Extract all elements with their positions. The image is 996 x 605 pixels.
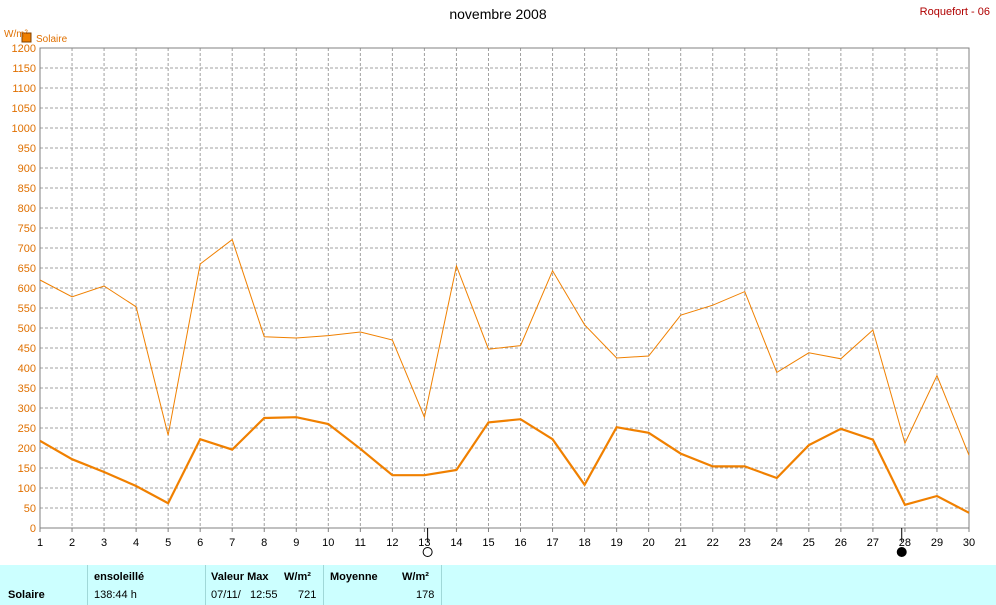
y-tick-label: 1050 xyxy=(12,103,36,115)
y-tick-label: 950 xyxy=(18,143,36,155)
footer-max-cell: Valeur Max W/m² 07/11/ 12:55 721 xyxy=(206,565,324,605)
y-tick-label: 850 xyxy=(18,183,36,195)
x-tick-label: 15 xyxy=(482,537,494,549)
chart-title: novembre 2008 xyxy=(449,6,547,22)
y-tick-label: 50 xyxy=(24,503,36,515)
max-value: 721 xyxy=(298,589,317,601)
x-tick-label: 26 xyxy=(835,537,847,549)
x-tick-label: 17 xyxy=(546,537,558,549)
sunshine-label: ensoleillé xyxy=(94,571,145,583)
station-name: Roquefort - 06 xyxy=(919,6,990,18)
x-tick-label: 20 xyxy=(643,537,655,549)
x-tick-label: 8 xyxy=(261,537,267,549)
footer-name-cell: Solaire xyxy=(0,565,88,605)
y-tick-label: 0 xyxy=(30,523,36,535)
grid xyxy=(40,48,969,528)
series-line-max xyxy=(39,238,970,456)
y-tick-label: 1000 xyxy=(12,123,36,135)
sunshine-value: 138:44 h xyxy=(94,589,137,601)
legend-swatch xyxy=(21,32,32,43)
y-tick-label: 1200 xyxy=(12,43,36,55)
y-tick-label: 550 xyxy=(18,303,36,315)
y-tick-label: 800 xyxy=(18,203,36,215)
y-tick-label: 150 xyxy=(18,463,36,475)
x-tick-label: 5 xyxy=(165,537,171,549)
y-tick-label: 300 xyxy=(18,403,36,415)
x-tick-label: 29 xyxy=(931,537,943,549)
x-tick-label: 18 xyxy=(578,537,590,549)
plot-border xyxy=(39,47,970,529)
series xyxy=(39,238,970,514)
footer-mean-cell: Moyenne W/m² 178 xyxy=(324,565,442,605)
x-tick-label: 25 xyxy=(803,537,815,549)
summary-footer: Solaire ensoleillé 138:44 h Valeur Max W… xyxy=(0,565,996,605)
y-tick-label: 100 xyxy=(18,483,36,495)
y-tick-label: 900 xyxy=(18,163,36,175)
chart: 0 50 100 150 200 250 300 350 400 450 500 550 600 650 7… xyxy=(4,29,975,557)
x-tick-label: 3 xyxy=(101,537,107,549)
x-tick-label: 1 xyxy=(37,537,43,549)
x-tick-label: 23 xyxy=(739,537,751,549)
x-tick-label: 24 xyxy=(771,537,783,549)
legend-label: Solaire xyxy=(36,34,68,45)
x-tick-label: 27 xyxy=(867,537,879,549)
x-tick-label: 10 xyxy=(322,537,334,549)
y-tick-label: 600 xyxy=(18,283,36,295)
y-tick-label: 200 xyxy=(18,443,36,455)
mean-label: Moyenne xyxy=(330,571,378,583)
y-axis-label: W/m² xyxy=(4,29,29,40)
y-tick-label: 650 xyxy=(18,263,36,275)
y-tick-label: 250 xyxy=(18,423,36,435)
x-tick-label: 4 xyxy=(133,537,139,549)
x-tick-label: 21 xyxy=(675,537,687,549)
full-moon-icon xyxy=(422,547,433,557)
y-axis: 0 50 100 150 200 250 300 350 400 450 500 550 600 650 7… xyxy=(12,43,36,535)
x-tick-label: 7 xyxy=(229,537,235,549)
series-line-mean xyxy=(39,416,970,514)
x-tick-label: 6 xyxy=(197,537,203,549)
y-tick-label: 400 xyxy=(18,363,36,375)
footer-series-name: Solaire xyxy=(8,589,45,601)
y-tick-label: 1100 xyxy=(12,83,36,95)
mean-unit: W/m² xyxy=(402,571,429,583)
x-tick-label: 2 xyxy=(69,537,75,549)
max-unit: W/m² xyxy=(284,571,311,583)
x-tick-label: 30 xyxy=(963,537,975,549)
x-tick-label: 16 xyxy=(514,537,526,549)
y-tick-label: 450 xyxy=(18,343,36,355)
max-time: 12:55 xyxy=(250,589,278,601)
max-label: Valeur Max xyxy=(211,571,269,583)
y-tick-label: 1150 xyxy=(12,63,36,75)
y-tick-label: 700 xyxy=(18,243,36,255)
max-date: 07/11/ xyxy=(211,589,241,601)
footer-sunshine-cell: ensoleillé 138:44 h xyxy=(88,565,206,605)
moon-markers xyxy=(422,528,907,557)
x-tick-label: 14 xyxy=(450,537,462,549)
x-tick-label: 19 xyxy=(610,537,622,549)
x-tick-label: 9 xyxy=(293,537,299,549)
y-tick-label: 750 xyxy=(18,223,36,235)
x-tick-label: 11 xyxy=(355,537,366,549)
x-tick-label: 12 xyxy=(386,537,398,549)
x-axis: 1 2 3 4 5 6 7 8 9 10 11 12 13 14 15 16 17 18 19 20 21 22 23 24 2… xyxy=(37,528,975,549)
y-tick-label: 350 xyxy=(18,383,36,395)
x-tick-label: 22 xyxy=(707,537,719,549)
mean-value: 178 xyxy=(416,589,435,601)
y-tick-label: 500 xyxy=(18,323,36,335)
legend: Solaire xyxy=(21,32,68,45)
new-moon-icon xyxy=(896,547,907,557)
